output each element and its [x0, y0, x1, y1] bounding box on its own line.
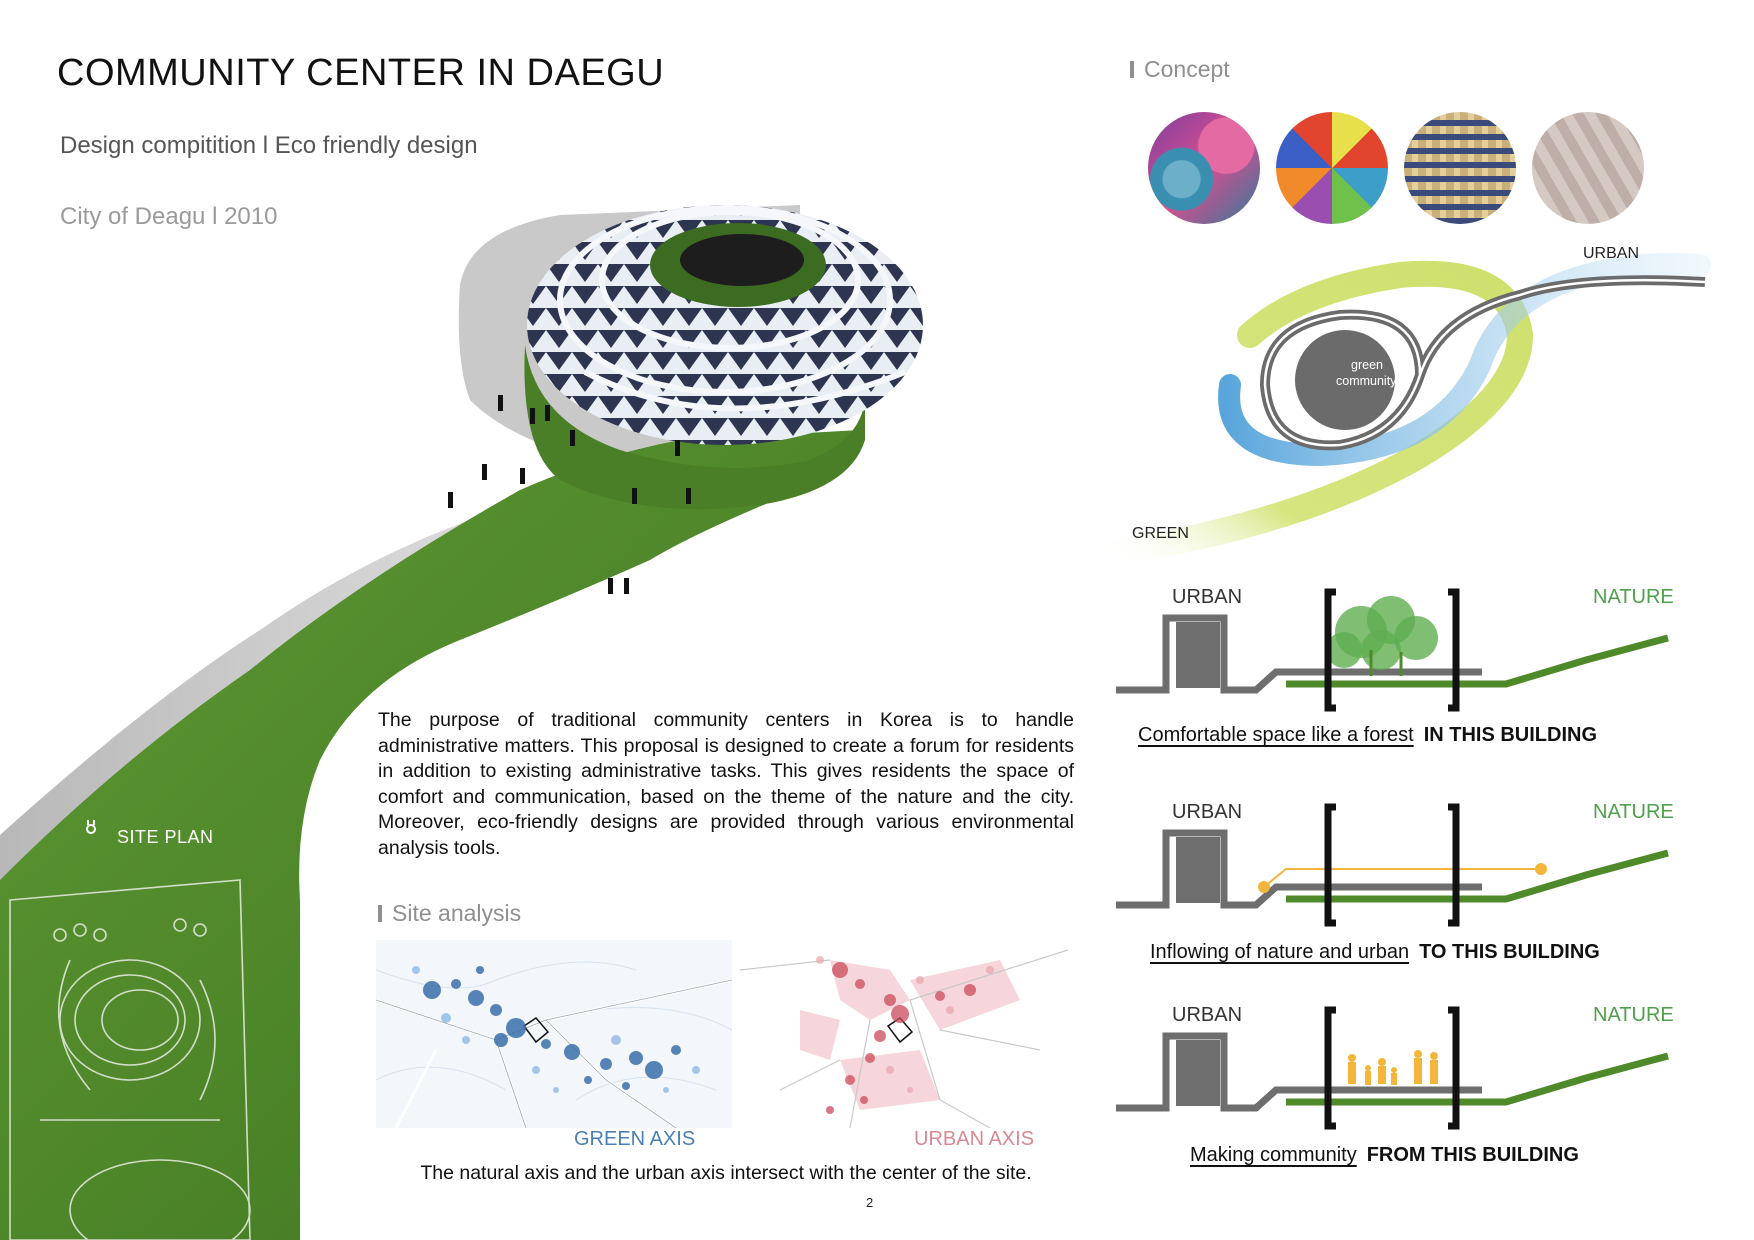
diagram-3: URBAN NATURE Making community FROM THIS B… [1116, 998, 1696, 1178]
site-plan-label: SITE PLAN [117, 827, 214, 847]
diagram-3-graphic [1116, 1006, 1669, 1130]
diagram-caption: Comfortable space like a forest IN THIS B… [1138, 724, 1598, 746]
diagram-2: URBAN NATURE Inflowing of nature and urb… [1116, 795, 1696, 975]
green-axis-label: GREEN AXIS [574, 1128, 696, 1150]
diagram-nature-label: NATURE [1593, 801, 1674, 823]
concept-image-basket-weave [1404, 112, 1516, 224]
concept-image-woven-colors [1276, 112, 1388, 224]
concept-urban-label: URBAN [1583, 245, 1640, 262]
urban-axis-label: URBAN AXIS [914, 1128, 1035, 1150]
project-description: The purpose of traditional community cen… [378, 709, 1074, 859]
concept-image-knit [1532, 112, 1644, 224]
green-axis-map [376, 940, 732, 1128]
page-number: 2 [866, 1195, 874, 1210]
diagram-1: URBAN NATURE Comfortable space like a fo… [1116, 580, 1696, 760]
diagram-1-graphic [1116, 588, 1669, 712]
diagram-urban-label: URBAN [1172, 801, 1243, 823]
concept-center-label-2: community [1336, 374, 1397, 388]
site-analysis-caption: The natural axis and the urban axis inte… [420, 1162, 1032, 1184]
diagram-nature-label: NATURE [1593, 1004, 1674, 1026]
concept-green-label: GREEN [1132, 525, 1189, 542]
concept-center-label-1: green [1351, 358, 1383, 372]
diagram-caption: Making community FROM THIS BUILDING [1190, 1144, 1579, 1166]
urban-axis-map [740, 940, 1068, 1128]
page-title: COMMUNITY CENTER IN DAEGU [57, 52, 665, 94]
location-year: City of Deagu l 2010 [60, 203, 278, 230]
diagram-urban-label: URBAN [1172, 586, 1243, 608]
subtitle: Design compitition l Eco friendly design [60, 132, 478, 159]
heading-bar-icon [378, 905, 382, 922]
site-analysis-heading: Site analysis [378, 900, 521, 927]
diagram-2-graphic [1116, 803, 1669, 927]
diagram-caption: Inflowing of nature and urban TO THIS BUI… [1150, 941, 1600, 963]
diagram-nature-label: NATURE [1593, 586, 1674, 608]
heading-bar-icon [1130, 61, 1134, 78]
concept-image-thread-spools [1148, 112, 1260, 224]
concept-heading: Concept [1130, 56, 1230, 83]
concept-diagram [1100, 253, 1711, 565]
diagram-urban-label: URBAN [1172, 1004, 1243, 1026]
